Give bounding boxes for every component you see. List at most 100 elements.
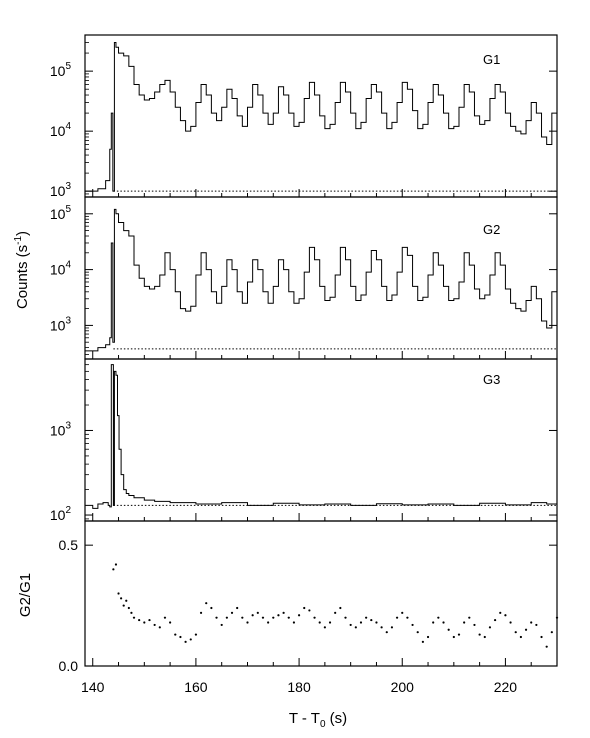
data-point-ratio	[246, 621, 249, 624]
y-tick-label-g1: 105	[50, 61, 72, 79]
data-point-ratio	[339, 606, 342, 610]
series-line-g2	[85, 208, 558, 352]
y-tick-label-g1: 104	[50, 121, 72, 139]
data-point-ratio	[354, 626, 357, 629]
data-point-ratio	[122, 604, 125, 607]
data-point-ratio	[194, 633, 198, 636]
data-point-ratio	[509, 621, 512, 624]
data-point-ratio	[210, 606, 213, 610]
data-point-ratio	[504, 614, 507, 617]
data-point-ratio	[205, 602, 208, 605]
data-point-ratio	[478, 633, 481, 636]
data-point-ratio	[514, 631, 517, 634]
data-point-ratio	[241, 616, 244, 619]
data-point-ratio	[375, 621, 378, 624]
data-point-ratio	[251, 614, 254, 617]
data-point-ratio	[282, 611, 285, 614]
data-point-ratio	[385, 631, 388, 634]
data-point-ratio	[457, 633, 461, 636]
data-point-ratio	[416, 631, 419, 634]
data-point-ratio	[220, 623, 223, 627]
y-tick-label-g2: 105	[50, 204, 72, 222]
y-axis-label-ratio: G2/G1	[17, 573, 34, 617]
data-point-ratio	[395, 616, 399, 619]
data-point-ratio	[406, 616, 409, 619]
data-point-ratio	[158, 626, 161, 629]
data-point-ratio	[411, 623, 414, 627]
data-point-ratio	[499, 611, 502, 614]
data-point-ratio	[401, 611, 404, 614]
y-tick-label-g2: 103	[50, 315, 72, 333]
x-axis-label: T - T0 (s)	[289, 710, 347, 730]
data-point-ratio	[318, 621, 321, 624]
data-point-ratio	[297, 614, 301, 617]
data-point-ratio	[452, 635, 455, 639]
data-point-ratio	[365, 616, 368, 619]
data-point-ratio	[120, 597, 123, 600]
data-point-ratio	[540, 635, 543, 639]
data-point-ratio	[334, 611, 337, 614]
y-tick-label-g3: 103	[50, 420, 72, 438]
data-point-ratio	[130, 611, 133, 614]
data-point-ratio	[189, 638, 192, 641]
data-point-ratio	[535, 623, 538, 627]
data-point-ratio	[437, 616, 440, 619]
data-point-ratio	[125, 599, 128, 602]
data-point-ratio	[114, 563, 118, 566]
data-point-ratio	[261, 616, 265, 619]
y-axis-label-counts: Counts (s-1)	[13, 231, 31, 309]
data-point-ratio	[493, 618, 497, 622]
data-point-ratio	[225, 616, 228, 619]
data-point-ratio	[390, 626, 394, 629]
series-line-g3	[85, 364, 558, 509]
x-tick-label: 160	[184, 679, 208, 695]
data-point-ratio	[127, 606, 130, 610]
data-point-ratio	[349, 623, 352, 627]
data-point-ratio	[550, 631, 553, 634]
data-point-ratio	[473, 623, 476, 627]
data-point-ratio	[308, 609, 311, 612]
data-point-ratio	[442, 621, 445, 624]
data-point-ratio	[277, 614, 280, 617]
y-tick-label-ratio: 0.5	[59, 537, 79, 553]
data-point-ratio	[488, 626, 492, 629]
y-tick-label-g1: 103	[50, 181, 72, 199]
panel-title-g1: G1	[483, 52, 500, 67]
data-point-ratio	[426, 635, 430, 639]
data-point-ratio	[463, 621, 466, 624]
data-point-ratio	[380, 626, 383, 629]
data-point-ratio	[148, 618, 151, 622]
data-point-ratio	[303, 606, 306, 610]
data-point-ratio	[328, 621, 332, 624]
y-tick-label-g2: 104	[50, 260, 72, 278]
panel-frame-ratio	[84, 520, 558, 667]
data-point-ratio	[421, 640, 424, 643]
data-point-ratio	[313, 616, 316, 619]
x-tick-label: 200	[391, 679, 415, 695]
data-point-ratio	[199, 611, 203, 614]
data-point-ratio	[163, 616, 167, 619]
data-point-ratio	[143, 621, 146, 624]
data-point-ratio	[519, 635, 522, 639]
data-point-ratio	[323, 626, 326, 629]
series-line-g1	[85, 41, 558, 192]
data-point-ratio	[112, 568, 115, 571]
data-point-ratio	[555, 616, 559, 619]
data-point-ratio	[267, 621, 270, 624]
data-point-ratio	[169, 621, 172, 624]
data-point-ratio	[174, 633, 177, 636]
data-point-ratio	[530, 621, 533, 624]
panel-title-g3: G3	[483, 372, 500, 387]
x-tick-label: 220	[494, 679, 518, 695]
x-tick-label: 140	[81, 679, 105, 695]
data-point-ratio	[292, 621, 296, 624]
data-point-ratio	[117, 592, 120, 595]
x-tick-label: 180	[287, 679, 311, 695]
data-point-ratio	[272, 616, 275, 619]
data-point-ratio	[215, 616, 218, 619]
data-point-ratio	[287, 616, 290, 619]
data-point-ratio	[256, 611, 259, 614]
data-point-ratio	[359, 621, 363, 624]
data-point-ratio	[432, 621, 435, 624]
